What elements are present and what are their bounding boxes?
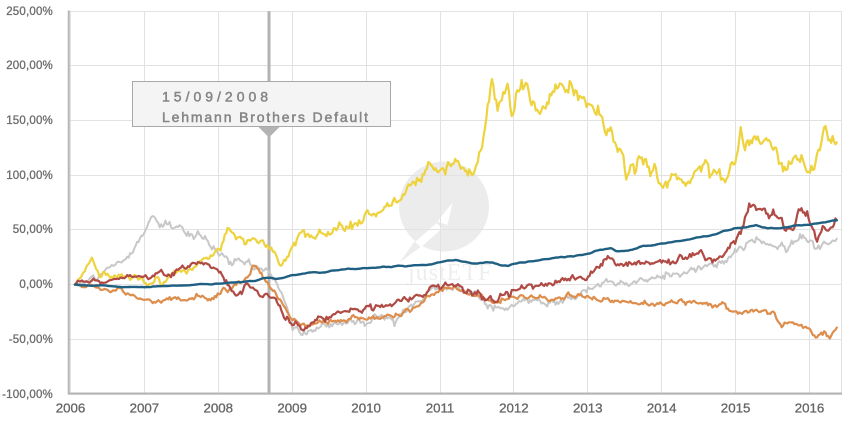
svg-text:2007: 2007 — [130, 401, 160, 416]
svg-text:2009: 2009 — [277, 401, 307, 416]
svg-text:2016: 2016 — [795, 401, 825, 416]
svg-text:15/09/2008: 15/09/2008 — [162, 89, 272, 105]
svg-text:-50,00%: -50,00% — [9, 334, 53, 346]
svg-text:2012: 2012 — [499, 401, 529, 416]
svg-text:Lehmann Brothers Default: Lehmann Brothers Default — [162, 109, 370, 125]
svg-text:2011: 2011 — [426, 401, 455, 416]
svg-text:50,00%: 50,00% — [13, 224, 53, 236]
svg-text:0,00%: 0,00% — [19, 279, 53, 291]
svg-text:2013: 2013 — [573, 401, 603, 416]
svg-text:2015: 2015 — [721, 401, 751, 416]
svg-text:2014: 2014 — [647, 401, 677, 416]
svg-text:2010: 2010 — [351, 401, 381, 416]
svg-text:100,00%: 100,00% — [6, 170, 53, 182]
svg-text:-100,00%: -100,00% — [2, 389, 53, 401]
svg-text:200,00%: 200,00% — [6, 60, 53, 72]
svg-text:2008: 2008 — [204, 401, 234, 416]
svg-text:150,00%: 150,00% — [6, 115, 53, 127]
svg-text:2006: 2006 — [56, 401, 86, 416]
svg-text:250,00%: 250,00% — [6, 6, 53, 18]
